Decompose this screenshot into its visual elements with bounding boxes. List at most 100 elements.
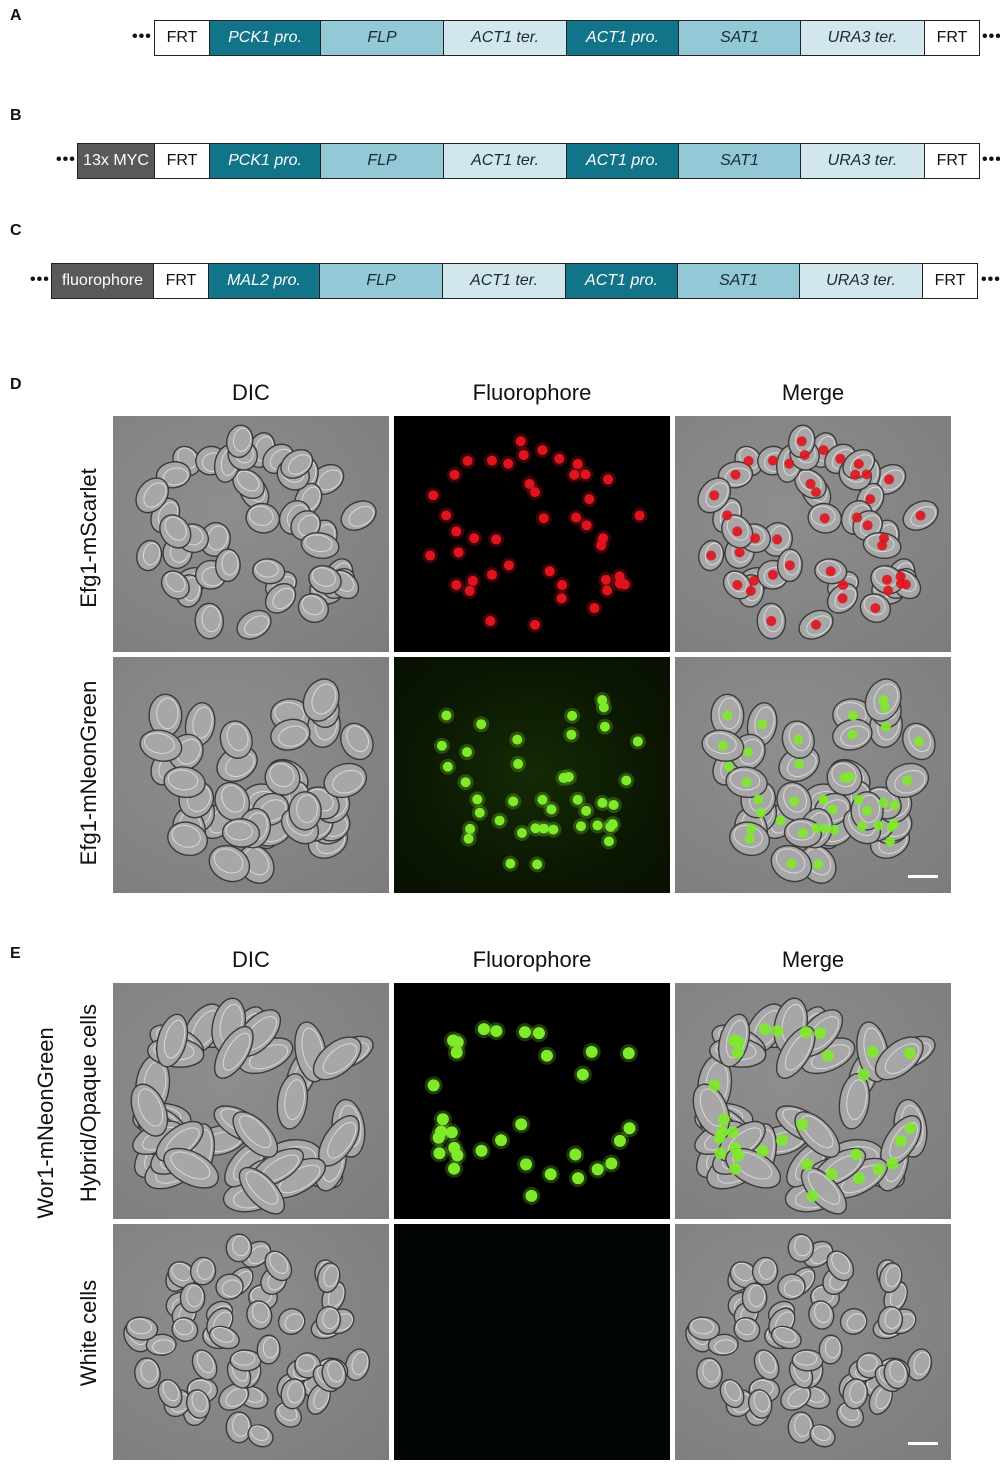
- nucleus-signal: [862, 805, 873, 816]
- cell-highlight: [232, 1351, 256, 1366]
- nucleus-signal: [581, 805, 592, 816]
- nucleus-signal: [548, 824, 559, 835]
- nucleus-signal: [884, 836, 895, 847]
- segment-frt: FRT: [922, 263, 978, 299]
- cell: [130, 1083, 169, 1137]
- segment-flp: FLP: [319, 263, 443, 299]
- nucleus-signal: [503, 560, 514, 571]
- nucleus-signal: [801, 1158, 814, 1171]
- cell: [741, 1282, 768, 1314]
- nucleus-signal: [818, 794, 829, 805]
- column-header-fluorophore: Fluorophore: [472, 947, 592, 972]
- nucleus-signal: [904, 1122, 917, 1135]
- nucleus-signal: [750, 533, 761, 544]
- nucleus-signal: [862, 520, 873, 531]
- construct-b: ••• 13x MYC FRT PCK1 pro. FLP ACT1 ter. …: [0, 143, 1000, 181]
- nucleus-signal: [755, 807, 766, 818]
- nucleus-signal: [515, 436, 526, 447]
- column-header-fluorophore: Fluorophore: [472, 380, 592, 405]
- nucleus-signal: [835, 453, 846, 464]
- cell-highlight: [863, 595, 886, 616]
- nucleus-signal: [477, 1023, 490, 1036]
- nucleus-signal: [793, 734, 804, 745]
- cell-highlight: [221, 551, 239, 576]
- cell-highlight: [239, 1115, 272, 1149]
- cell-highlight: [236, 470, 260, 492]
- nucleus-signal: [789, 796, 800, 807]
- nucleus-signal: [619, 579, 630, 590]
- cell-highlight: [296, 1354, 316, 1372]
- cell-highlight: [222, 1032, 251, 1071]
- nucleus-signal: [569, 1148, 582, 1161]
- cell-highlight: [162, 1380, 180, 1402]
- cell-highlight: [171, 824, 201, 848]
- nucleus-signal: [537, 445, 548, 456]
- nucleus-signal: [599, 721, 610, 732]
- nucleus-signal: [852, 512, 863, 523]
- nucleus-signal: [613, 1134, 626, 1147]
- cell: [208, 1325, 240, 1350]
- ellipsis-right: •••: [981, 271, 1000, 288]
- cell-highlight: [196, 1259, 215, 1280]
- nucleus-signal: [460, 777, 471, 788]
- nucleus-signal: [469, 533, 480, 544]
- cell-highlight: [167, 769, 199, 791]
- cell-highlight: [774, 1327, 797, 1343]
- cell-highlight: [143, 732, 175, 754]
- cell-highlight: [724, 1380, 742, 1402]
- nucleus-signal: [530, 823, 541, 834]
- nucleus-signal: [572, 794, 583, 805]
- micrograph-dic-efg1-mscarlet: [113, 416, 389, 652]
- micrograph-dic-white-cells: [113, 1224, 389, 1460]
- nucleus-signal: [757, 719, 768, 730]
- nucleus-signal: [714, 1147, 727, 1160]
- nucleus-signal: [558, 772, 569, 783]
- cell: [229, 1349, 262, 1372]
- cell-highlight: [137, 1088, 164, 1127]
- cell-highlight: [846, 1313, 866, 1332]
- nucleus-signal: [566, 729, 577, 740]
- cell-highlight: [278, 725, 308, 747]
- nucleus-signal: [451, 579, 462, 590]
- cell-highlight: [702, 1359, 720, 1383]
- micrograph-dic-efg1-mneongreen: [113, 657, 389, 893]
- cell-highlight: [284, 1313, 304, 1332]
- cell-highlight: [142, 542, 161, 566]
- cell: [791, 1349, 824, 1372]
- micrograph-merge-efg1-mneongreen: [675, 657, 951, 893]
- nucleus-signal: [572, 458, 583, 469]
- cell-highlight: [287, 454, 312, 475]
- nucleus-signal: [432, 1131, 445, 1144]
- cell-highlight: [272, 587, 295, 610]
- cell-highlight: [163, 1019, 186, 1059]
- nucleus-signal: [717, 740, 728, 751]
- cell-highlight: [884, 1043, 920, 1074]
- nucleus-signal: [730, 469, 741, 480]
- cell-highlight: [322, 1043, 358, 1074]
- nucleus-signal: [728, 1034, 741, 1047]
- nucleus-signal: [634, 510, 645, 521]
- nucleus-signal: [585, 1045, 598, 1058]
- nucleus-signal: [445, 1126, 458, 1139]
- construct-a: ••• FRT PCK1 pro. FLP ACT1 ter. ACT1 pro…: [0, 20, 1000, 58]
- cell-highlight: [163, 467, 189, 486]
- cell-highlight: [794, 1351, 818, 1366]
- nucleus-signal: [571, 512, 582, 523]
- nucleus-signal: [744, 833, 755, 844]
- nucleus-signal: [713, 1131, 726, 1144]
- nucleus-signal: [462, 455, 473, 466]
- nucleus-signal: [827, 804, 838, 815]
- nucleus-signal: [614, 571, 625, 582]
- cell-highlight: [910, 506, 937, 527]
- segment-act1-promoter: ACT1 pro.: [566, 143, 679, 179]
- cell-highlight: [212, 1327, 235, 1343]
- cell-highlight: [834, 587, 857, 610]
- nucleus-signal: [913, 736, 924, 747]
- panel-label-e: E: [10, 945, 21, 962]
- cell-highlight: [794, 1235, 812, 1257]
- nucleus-signal: [605, 1157, 618, 1170]
- cell: [208, 844, 251, 883]
- segment-frt: FRT: [154, 143, 210, 179]
- segment-act1-terminator: ACT1 ter.: [442, 263, 566, 299]
- cell-highlight: [884, 1308, 902, 1330]
